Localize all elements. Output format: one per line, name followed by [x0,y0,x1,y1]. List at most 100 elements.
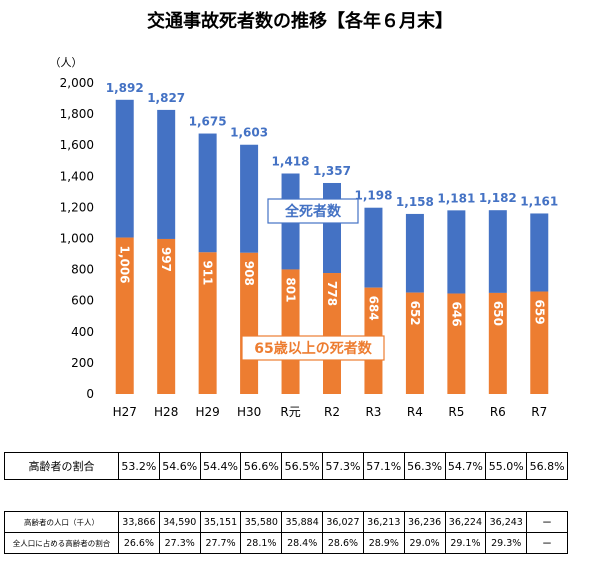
total-data-label: 1,158 [396,195,434,209]
bar-elderly [198,252,217,394]
bar-elderly [115,237,134,394]
table-row: 高齢者の割合 53.2% 54.6% 54.4% 56.6% 56.5% 57.3% 57.… [4,452,568,480]
population-cell: ー [526,511,568,533]
x-tick-label: H28 [154,405,178,419]
elderly-data-label: 652 [408,301,422,326]
elderly-data-label: 646 [449,302,463,327]
bar-total [115,99,134,238]
share-cell: 28.1% [240,532,283,554]
population-cell: 35,151 [199,511,242,533]
total-data-label: 1,827 [147,91,185,105]
ratio-cell: 56.3% [403,452,446,480]
x-tick-label: R5 [448,405,464,419]
elderly-series-label-box [241,335,385,361]
x-tick-label: R4 [407,405,423,419]
x-axis: H27 H28 H29 H30 R元 R2 R3 R4 R5 R6 R7 [113,405,548,419]
share-cell: 28.4% [281,532,324,554]
population-cell: 35,580 [240,511,283,533]
fatality-chart: 交通事故死者数の推移【各年６月末】 （人） 0 200 400 600 800 1,000… [50,10,559,419]
ratio-cell: 54.4% [199,452,242,480]
table-row: 全人口に占める高齢者の割合 26.6% 27.3% 27.7% 28.1% 28.4% 2… [4,532,568,554]
ratio-cell: 56.6% [240,452,283,480]
bar-elderly [405,292,424,394]
population-cell: 33,866 [118,511,160,533]
share-cell: 29.3% [485,532,528,554]
share-cell: 28.9% [362,532,405,554]
share-cell: 29.0% [403,532,446,554]
bar-elderly [488,292,507,394]
x-tick-label: R2 [324,405,340,419]
elderly-data-label: 908 [242,261,256,286]
share-cell: ー [526,532,568,554]
ratio-cell: 54.6% [158,452,201,480]
bar-total [364,207,383,288]
population-cell: 35,884 [281,511,324,533]
bar-elderly [323,273,341,394]
y-unit-label: （人） [50,56,83,69]
share-cell: 27.7% [199,532,242,554]
population-cell: 36,224 [444,511,487,533]
y-tick-label: 1,400 [60,169,94,183]
x-tick-label: R7 [531,405,547,419]
total-series-label-box [267,198,359,224]
population-cell: 36,243 [485,511,528,533]
ratio-row-label: 高齢者の割合 [4,452,119,480]
bar-total [240,144,259,253]
bar-total [488,210,507,293]
bar-total [323,182,341,274]
y-tick-label: 400 [71,325,94,339]
total-data-label: 1,181 [437,191,475,205]
population-cell: 36,236 [403,511,446,533]
elderly-data-label: 911 [201,260,215,285]
x-tick-label: R6 [490,405,506,419]
elderly-data-label: 997 [159,247,173,272]
elderly-data-label: 801 [284,277,298,302]
bar-elderly [157,238,176,394]
chart-title: 交通事故死者数の推移【各年６月末】 [147,10,453,32]
elderly-data-label: 1,006 [118,246,132,284]
y-tick-label: 2,000 [60,76,94,90]
table-row: 高齢者の人口（千人） 33,866 34,590 35,151 35,580 35,88… [4,511,568,533]
bar-total [447,210,466,294]
population-cell: 36,027 [322,511,364,533]
ratio-cell: 53.2% [118,452,160,480]
elderly-data-label: 659 [532,300,546,325]
ratio-cell: 56.8% [526,452,568,480]
elderly-data-label: 684 [366,296,380,321]
total-data-label: 1,198 [354,189,392,203]
x-tick-label: H30 [237,405,261,419]
x-tick-label: H29 [195,405,219,419]
bar-total [530,213,549,292]
population-cell: 36,213 [362,511,405,533]
share-cell: 27.3% [158,532,201,554]
bar-total [157,109,176,239]
bar-elderly [530,291,549,394]
series-labels: 全死者数 65歳以上の死者数 [241,198,385,361]
y-tick-label: 200 [71,356,94,370]
y-tick-label: 600 [71,294,94,308]
y-tick-label: 1,200 [60,200,94,214]
y-tick-label: 1,800 [60,107,94,121]
ratio-cell: 57.1% [362,452,405,480]
share-cell: 29.1% [444,532,487,554]
y-tick-label: 800 [71,263,94,277]
total-data-label: 1,161 [520,194,558,208]
total-data-label: 1,892 [106,81,144,95]
y-tick-label: 1,000 [60,232,94,246]
total-data-label: 1,675 [189,115,227,129]
total-data-label: 1,603 [230,126,268,140]
elderly-series-label: 65歳以上の死者数 [254,340,372,357]
elderly-ratio-table: 高齢者の割合 53.2% 54.6% 54.4% 56.6% 56.5% 57.3% 57.… [4,452,568,480]
ratio-cell: 55.0% [485,452,528,480]
x-tick-label: H27 [113,405,137,419]
elderly-data-label: 650 [491,301,505,326]
bar-total [198,133,217,253]
population-row-label: 高齢者の人口（千人） [4,511,119,533]
x-tick-label: R3 [365,405,381,419]
y-tick-label: 0 [86,387,94,401]
total-series-label: 全死者数 [284,203,342,220]
population-table: 高齢者の人口（千人） 33,866 34,590 35,151 35,580 35,88… [4,511,568,554]
share-cell: 28.6% [322,532,364,554]
bar-total [405,213,424,293]
population-cell: 34,590 [158,511,201,533]
